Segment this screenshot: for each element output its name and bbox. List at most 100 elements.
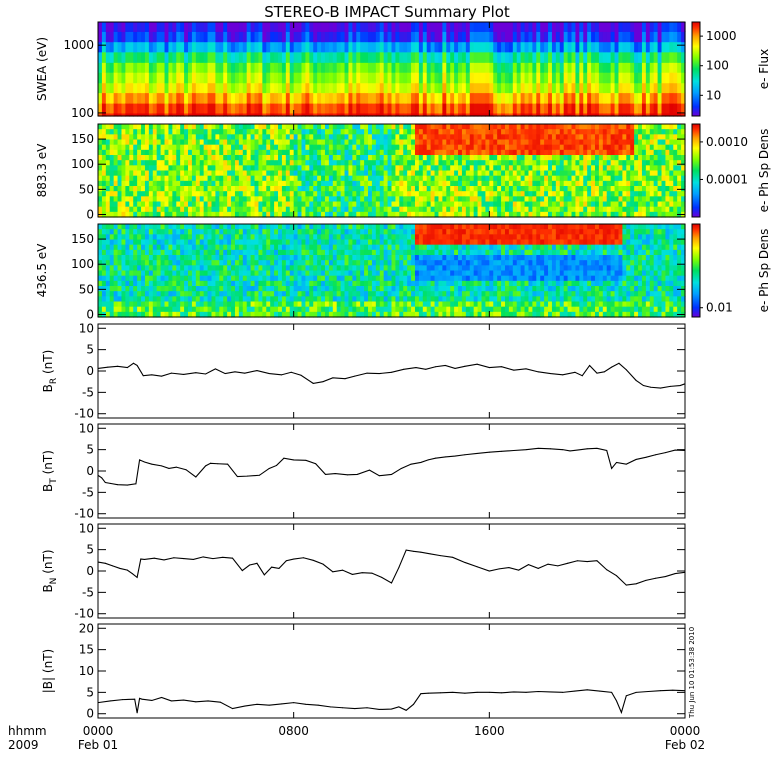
pad883-cell xyxy=(160,155,166,161)
swea-cell xyxy=(657,112,663,117)
pad883-cell xyxy=(501,139,506,146)
pad436-cell xyxy=(125,291,130,297)
pad883-cell xyxy=(332,201,338,208)
pad883-cell xyxy=(551,206,557,213)
pad883-cell xyxy=(317,201,322,208)
pad883-cell xyxy=(399,160,404,166)
pad883-cell xyxy=(669,134,674,141)
swea-cell xyxy=(180,82,185,94)
pad883-cell xyxy=(606,196,612,203)
swea-cell xyxy=(493,31,498,43)
pad883-cell xyxy=(254,165,260,172)
pad436-cell xyxy=(152,275,158,282)
pad883-cell xyxy=(262,180,267,187)
pad883-cell xyxy=(430,129,436,135)
swea-cell xyxy=(485,31,490,43)
pad883-cell xyxy=(301,191,306,197)
pad883-cell xyxy=(551,191,557,197)
pad883-cell xyxy=(293,175,299,182)
swea-cell xyxy=(340,92,346,104)
pad436-cell xyxy=(180,296,185,303)
swea-cell xyxy=(512,92,518,104)
pad883-cell xyxy=(391,175,397,182)
pad883-cell xyxy=(634,144,639,151)
pad883-cell xyxy=(493,206,498,213)
swea-cell xyxy=(583,103,588,114)
pad883-cell xyxy=(641,170,647,177)
swea-cell xyxy=(109,31,115,43)
pad883-cell xyxy=(125,196,130,203)
pad883-cell xyxy=(399,155,404,161)
swea-cell xyxy=(489,41,494,53)
pad883-cell xyxy=(234,124,240,130)
pad883-cell xyxy=(281,160,287,166)
pad883-cell xyxy=(344,170,350,177)
pad883-cell xyxy=(274,196,279,203)
pad883-cell xyxy=(641,196,647,203)
pad883-cell xyxy=(309,160,314,166)
swea-cell xyxy=(575,103,580,114)
pad883-cell xyxy=(458,170,463,177)
pad436-cell xyxy=(168,265,173,272)
swea-cell xyxy=(293,41,299,53)
swea-cell xyxy=(305,31,310,43)
pad883-cell xyxy=(188,134,193,141)
swea-cell xyxy=(461,82,467,94)
pad436-cell xyxy=(203,249,209,256)
swea-cell xyxy=(579,41,584,53)
pad883-cell xyxy=(219,206,224,213)
swea-cell xyxy=(434,41,440,53)
pad436-cell xyxy=(125,301,130,308)
swea-cell xyxy=(109,22,115,32)
pad883-cell xyxy=(195,196,201,203)
pad883-cell xyxy=(199,170,205,177)
swea-cell xyxy=(395,103,400,114)
pad883-cell xyxy=(548,201,553,208)
swea-cell xyxy=(559,51,565,63)
pad883-cell xyxy=(113,201,119,208)
swea-cell xyxy=(454,41,459,53)
pad883-cell xyxy=(121,134,126,141)
pad883-cell xyxy=(313,160,318,166)
pad883-cell xyxy=(246,134,252,141)
pad883-cell xyxy=(336,201,342,208)
pad883-cell xyxy=(144,196,150,203)
pad883-cell xyxy=(313,175,318,182)
swea-cell xyxy=(649,41,655,53)
pad883-cell xyxy=(160,124,166,130)
pad883-cell xyxy=(368,160,373,166)
pad436-cell xyxy=(211,286,216,292)
swea-cell xyxy=(508,31,514,43)
pad883-cell xyxy=(125,134,130,141)
swea-cell xyxy=(446,92,451,104)
pad883-cell xyxy=(98,191,103,197)
pad436-cell xyxy=(109,229,115,235)
pad883-cell xyxy=(180,201,185,208)
pad883-cell xyxy=(450,186,455,192)
pad883-cell xyxy=(649,191,655,197)
pad883-cell xyxy=(176,170,181,177)
pad883-cell xyxy=(634,129,639,135)
pad883-cell xyxy=(450,160,455,166)
pad883-cell xyxy=(356,180,361,187)
pad883-cell xyxy=(614,196,620,203)
pad883-cell xyxy=(602,165,608,172)
swea-ytick-label: 1000 xyxy=(63,38,94,52)
pad883-cell xyxy=(418,201,424,208)
pad883-cell xyxy=(579,211,584,218)
pad883-cell xyxy=(583,206,588,213)
swea-cell xyxy=(430,31,436,43)
pad883-cell xyxy=(446,139,451,146)
pad883-cell xyxy=(352,165,357,172)
pad883-cell xyxy=(641,134,647,141)
pad883-cell xyxy=(223,129,228,135)
swea-cell xyxy=(587,82,592,94)
pad883-cell xyxy=(129,191,134,197)
pad883-cell xyxy=(191,124,197,130)
pad883-cell xyxy=(418,129,424,135)
swea-cell xyxy=(677,112,682,117)
pad883-cell xyxy=(215,129,220,135)
swea-cell xyxy=(223,51,228,63)
pad883-cell xyxy=(645,144,651,151)
swea-cell xyxy=(176,41,181,53)
